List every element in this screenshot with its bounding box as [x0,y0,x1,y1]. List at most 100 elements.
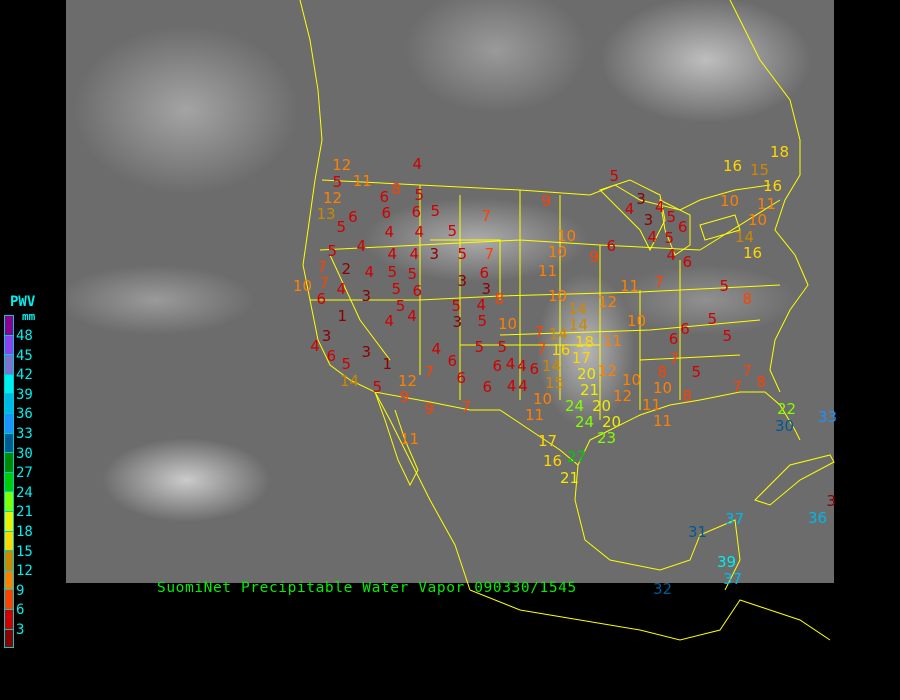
station-pwv-value: 20 [577,364,597,383]
legend-tick-label: 42 [16,367,33,384]
east-coast [729,0,809,393]
legend-unit: mm [22,310,36,323]
station-pwv-value: 6 [411,202,422,221]
station-pwv-value: 16 [551,341,571,360]
legend-bin [4,628,14,649]
station-pwv-value: 7 [319,274,330,293]
station-pwv-value: 3 [321,327,332,345]
station-pwv-value: 18 [770,143,790,161]
station-pwv-value: 21 [560,468,580,487]
station-pwv-value: 5 [407,265,418,284]
station-pwv-value: 5 [666,208,677,226]
station-pwv-value: 10 [533,389,553,408]
legend-tick-label: 24 [16,484,33,501]
station-pwv-value: 4 [387,245,398,263]
station-pwv-value: 4 [666,245,677,264]
station-pwv-value: 5 [691,363,702,381]
station-pwv-value: 5 [474,338,485,356]
station-pwv-value: 10 [498,315,518,333]
station-pwv-value: 17 [538,432,558,450]
station-pwv-value: 3 [429,245,440,263]
station-pwv-value: 7 [424,363,435,381]
legend-tick-label: 33 [16,426,33,442]
state-lines [310,185,781,420]
legend-bin [4,334,14,355]
station-pwv-value: 9 [541,192,552,210]
station-pwv-value: 10 [548,287,568,305]
pwv-color-scale [4,315,14,649]
station-pwv-value: 12 [598,362,618,380]
map-caption: SuomiNet Precipitable Water Vapor 090330… [157,580,577,596]
legend-bin [4,315,14,335]
station-pwv-value: 7 [669,350,680,368]
station-pwv-value: 6 [412,281,423,300]
station-pwv-value: 3 [643,211,654,230]
station-pwv-value: 27 [567,448,587,466]
station-pwv-value: 7 [537,340,547,358]
station-pwv-value: 37 [723,570,743,588]
station-pwv-value: 9 [399,388,410,406]
station-pwv-value: 6 [677,218,688,236]
station-pwv-value: 5 [451,296,462,315]
station-pwv-value: 8 [742,290,753,308]
legend-bin [4,530,14,551]
station-pwv-value: 10 [627,312,647,330]
station-pwv-value: 6 [492,357,503,375]
station-pwv-value: 5 [341,355,352,374]
legend-bin [4,452,14,472]
station-pwv-value: 10 [293,277,313,295]
station-pwv-value: 10 [548,243,568,262]
station-pwv-value: 6 [447,352,458,371]
station-pwv-value: 10 [557,226,577,245]
station-pwv-value: 5 [719,277,730,295]
station-pwv-value: 15 [750,160,770,179]
station-pwv-value: 6 [682,253,693,271]
station-pwv-value: 4 [517,357,527,375]
station-pwv-value: 12 [598,293,618,311]
station-pwv-value: 11 [620,277,640,295]
station-pwv-value: 6 [680,320,690,338]
station-pwv-value: 4 [506,377,517,395]
station-pwv-value: 6 [316,290,327,309]
station-pwv-value: 4 [431,340,442,358]
station-pwv-value: 4 [518,377,528,395]
station-pwv-value: 7 [742,362,753,380]
station-pwv-value: 3 [361,343,372,361]
legend-tick-label: 18 [16,524,33,540]
station-pwv-value: 14 [735,228,755,247]
station-pwv-value: 4 [476,296,487,315]
legend-title: PWV [10,294,36,310]
station-pwv-value: 5 [395,297,406,315]
station-pwv-value: 8 [756,373,767,391]
station-pwv-value: 4 [412,155,423,173]
station-pwv-value: 6 [668,330,679,348]
station-pwv-value: 18 [575,332,595,351]
legend-bin [4,569,14,590]
station-pwv-value: 13 [316,205,336,223]
legend-tick-label: 48 [16,328,33,344]
station-pwv-value: 10 [653,379,673,398]
gulf-coast [574,391,801,591]
station-pwv-value: 10 [748,211,768,230]
station-pwv-value: 11 [603,332,623,350]
station-pwv-value: 3 [636,190,646,208]
station-pwv-value: 33 [818,408,838,426]
us-canada-border [321,179,771,211]
legend-tick-label: 39 [16,386,33,403]
station-pwv-value: 6 [326,347,337,365]
station-pwv-value: 9 [424,400,435,418]
station-pwv-value: 4 [647,227,658,246]
station-pwv-value: 16 [743,244,763,263]
legend-bin [4,550,14,570]
station-pwv-value: 20 [602,413,622,432]
station-pwv-value: 3 [361,287,372,305]
station-pwv-value: 11 [757,195,777,214]
station-pwv-value: 17 [571,348,591,367]
station-pwv-value: 37 [725,510,745,528]
station-pwv-value: 6 [529,360,540,378]
legend-bin [4,471,14,492]
station-pwv-value: 10 [622,370,642,389]
station-pwv-value: 14 [548,325,568,344]
legend-tick-label: 30 [16,445,33,462]
